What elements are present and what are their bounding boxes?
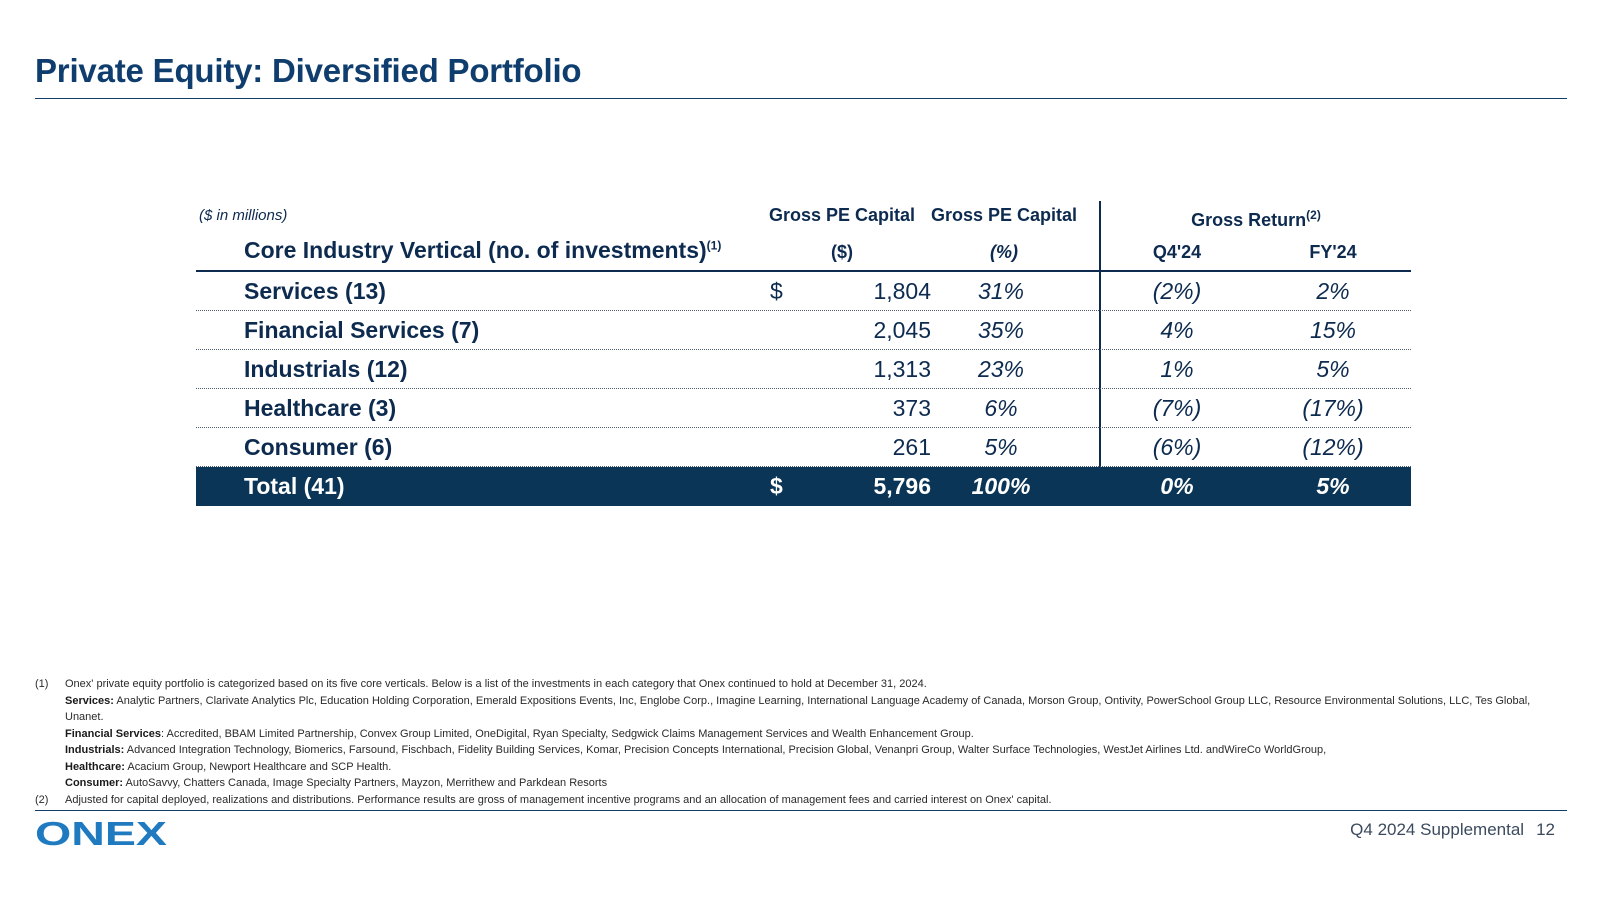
units-note: ($ in millions): [199, 207, 288, 224]
return-divider: [1099, 201, 1101, 504]
footnote-healthcare-label: Healthcare:: [65, 760, 125, 773]
footnote-1-number: (1): [35, 678, 49, 690]
total-row: Total (41) $ 5,796 100% 0% 5%: [196, 467, 1411, 506]
footnote-1: (1) Onex' private equity portfolio is ca…: [35, 676, 1555, 693]
footnote-services-label: Services:: [65, 694, 114, 707]
footnote-financial-label: Financial Services: [65, 727, 161, 740]
row-q4: (7%): [1152, 395, 1202, 421]
table-row: Healthcare (3) 373 6% (7%) (17%): [196, 389, 1411, 428]
footnote-2-text: Adjusted for capital deployed, realizati…: [65, 793, 1052, 806]
header-q4: Q4'24: [1152, 242, 1202, 262]
row-q4: 1%: [1160, 356, 1194, 382]
row-amount: 1,804: [873, 278, 931, 304]
row-dollar-sign: $: [770, 278, 783, 304]
table-row: Financial Services (7) 2,045 35% 4% 15%: [196, 311, 1411, 350]
footnote-services-text: Analytic Partners, Clarivate Analytics P…: [65, 694, 1531, 724]
total-fy: 5%: [1316, 473, 1350, 499]
header-return-title: Gross Return(2): [1111, 208, 1401, 231]
table-row: Industrials (12) 1,313 23% 1% 5%: [196, 350, 1411, 389]
row-q4: 4%: [1160, 317, 1194, 343]
row-fy: (12%): [1302, 434, 1364, 460]
footnotes: (1) Onex' private equity portfolio is ca…: [35, 676, 1555, 808]
footnote-industrials-text: Advanced Integration Technology, Biomeri…: [124, 744, 1327, 756]
footnote-consumer-label: Consumer:: [65, 777, 124, 789]
total-dollar-sign: $: [770, 473, 783, 499]
row-name: Healthcare (3): [244, 395, 397, 421]
page-title: Private Equity: Diversified Portfolio: [35, 52, 582, 89]
footnote-consumer: Consumer: AutoSavvy, Chatters Canada, Im…: [35, 775, 1555, 792]
title-divider: [35, 98, 1567, 99]
row-name: Services (13): [244, 278, 386, 304]
row-amount: 1,313: [873, 356, 931, 382]
onex-logo: ONEX: [35, 818, 167, 848]
table-row: Consumer (6) 261 5% (6%) (12%): [196, 428, 1411, 467]
header-fy: FY'24: [1309, 242, 1357, 262]
footnote-2-number: (2): [35, 793, 49, 806]
row-amount: 373: [892, 395, 931, 421]
row-pct: 35%: [977, 317, 1025, 343]
header-capital-title: Gross PE Capital: [768, 205, 916, 225]
header-return-label: Gross Return: [1191, 210, 1307, 230]
row-header: Core Industry Vertical (no. of investmen…: [244, 237, 721, 264]
row-fy: (17%): [1302, 395, 1364, 421]
total-pct: 100%: [971, 473, 1031, 499]
footnote-healthcare: Healthcare: Acacium Group, Newport Healt…: [35, 759, 1555, 776]
row-q4: (6%): [1152, 434, 1202, 460]
footnote-financial-text: : Accredited, BBAM Limited Partnership, …: [161, 727, 974, 740]
footnote-industrials-label: Industrials:: [65, 744, 125, 756]
total-q4: 0%: [1160, 473, 1194, 499]
row-fy: 5%: [1316, 356, 1350, 382]
header-pct-unit: (%): [990, 242, 1018, 262]
return-footnote-marker: (2): [1306, 208, 1321, 222]
footnote-1-text: Onex' private equity portfolio is catego…: [65, 678, 927, 690]
header-pct-title: Gross PE Capital: [930, 205, 1078, 225]
row-fy: 2%: [1316, 278, 1350, 304]
header-capital-unit: ($): [831, 242, 853, 262]
row-pct: 6%: [984, 395, 1018, 421]
logo-text: ONEX: [35, 818, 167, 848]
row-amount: 2,045: [873, 317, 931, 343]
table-row: Services (13) $ 1,804 31% (2%) 2%: [196, 272, 1411, 311]
footnote-healthcare-text: Acacium Group, Newport Healthcare and SC…: [124, 760, 392, 773]
footnote-financial: Financial Services: Accredited, BBAM Lim…: [35, 726, 1555, 743]
row-q4: (2%): [1152, 278, 1202, 304]
header-underline: [196, 270, 1411, 272]
footnote-consumer-text: AutoSavvy, Chatters Canada, Image Specia…: [123, 777, 608, 789]
row-header-footnote-marker: (1): [706, 238, 722, 253]
row-name: Industrials (12): [244, 356, 408, 382]
row-name: Consumer (6): [244, 434, 393, 460]
footer: Q4 2024 Supplemental 12: [1338, 820, 1555, 840]
row-pct: 5%: [984, 434, 1018, 460]
row-fy: 15%: [1309, 317, 1357, 343]
row-amount: 261: [892, 434, 931, 460]
row-header-label: Core Industry Vertical (no. of investmen…: [244, 237, 707, 263]
footnote-industrials: Industrials: Advanced Integration Techno…: [35, 742, 1555, 759]
footer-label: Q4 2024 Supplemental: [1350, 820, 1525, 839]
row-pct: 23%: [977, 356, 1025, 382]
total-amount: 5,796: [873, 473, 931, 499]
row-pct: 31%: [977, 278, 1025, 304]
footnote-services: Services: Analytic Partners, Clarivate A…: [35, 693, 1555, 726]
row-name: Financial Services (7): [244, 317, 480, 343]
footer-divider: [35, 810, 1567, 811]
total-name: Total (41): [244, 473, 345, 499]
footnote-2: (2) Adjusted for capital deployed, reali…: [35, 792, 1555, 809]
page-number: 12: [1536, 820, 1555, 839]
